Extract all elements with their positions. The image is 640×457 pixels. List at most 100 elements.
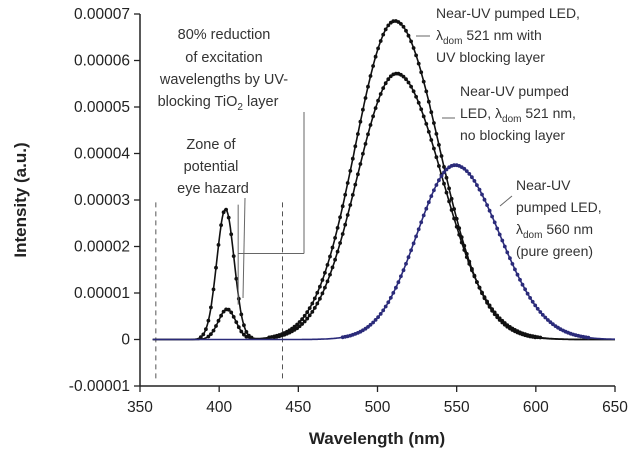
data-point bbox=[338, 215, 342, 220]
data-point bbox=[502, 321, 507, 325]
data-point bbox=[421, 79, 426, 84]
data-point bbox=[409, 84, 413, 89]
data-point bbox=[371, 64, 375, 68]
data-point bbox=[216, 318, 221, 323]
data-point bbox=[219, 223, 224, 228]
data-point bbox=[244, 334, 249, 339]
data-point bbox=[462, 166, 467, 171]
data-point bbox=[378, 312, 383, 316]
data-point bbox=[358, 119, 363, 124]
data-point bbox=[386, 77, 391, 82]
x-tick-label: 550 bbox=[444, 399, 470, 416]
data-point bbox=[434, 132, 439, 136]
data-point bbox=[361, 107, 365, 112]
data-point bbox=[236, 325, 241, 330]
data-point bbox=[538, 310, 543, 314]
data-point bbox=[497, 316, 502, 321]
data-point bbox=[386, 300, 391, 305]
data-point bbox=[300, 317, 304, 321]
data-point bbox=[226, 307, 231, 312]
data-point bbox=[239, 312, 244, 317]
data-point bbox=[224, 207, 229, 212]
data-point bbox=[490, 307, 494, 311]
y-tick-label: 0.00004 bbox=[74, 146, 130, 163]
data-point bbox=[348, 203, 353, 207]
data-point bbox=[315, 301, 320, 306]
data-point bbox=[236, 296, 241, 301]
data-point bbox=[353, 144, 358, 149]
series-layer bbox=[152, 19, 615, 341]
data-point bbox=[401, 268, 406, 273]
y-tick-label: 0.00003 bbox=[74, 192, 130, 209]
data-point bbox=[361, 151, 365, 156]
data-point bbox=[434, 183, 439, 187]
data-point bbox=[442, 170, 446, 175]
data-point bbox=[452, 216, 456, 221]
data-point bbox=[350, 156, 355, 161]
data-point bbox=[368, 322, 373, 327]
data-point bbox=[421, 213, 426, 218]
annotation-eye-hazard-zone: Zone of potential eye hazard bbox=[177, 137, 249, 197]
data-point bbox=[394, 285, 398, 290]
data-point bbox=[312, 306, 317, 310]
data-point bbox=[429, 138, 434, 142]
annotation-led-with-blocking: Near-UV pumped LED, λdom 521 nm with UV … bbox=[436, 5, 584, 65]
data-point bbox=[333, 257, 337, 262]
data-point bbox=[487, 303, 492, 308]
data-point bbox=[439, 174, 444, 178]
data-point bbox=[426, 200, 431, 205]
data-point bbox=[409, 248, 413, 253]
data-point bbox=[495, 313, 500, 318]
data-point bbox=[310, 310, 315, 314]
data-point bbox=[353, 182, 358, 187]
data-point bbox=[378, 39, 383, 43]
data-point bbox=[305, 310, 310, 315]
annotation-led-no-blocking: Near-UV pumped LED, λdom 521 nm, no bloc… bbox=[460, 83, 580, 143]
data-point bbox=[211, 328, 216, 333]
data-point bbox=[343, 192, 348, 197]
data-point bbox=[358, 162, 363, 166]
data-point bbox=[323, 285, 327, 290]
data-point bbox=[201, 332, 206, 337]
data-point bbox=[543, 315, 548, 320]
y-tick-label: 0.00005 bbox=[74, 99, 130, 116]
data-point bbox=[447, 199, 451, 204]
data-point bbox=[209, 332, 213, 336]
data-point bbox=[406, 255, 411, 260]
data-point bbox=[437, 178, 441, 183]
data-point bbox=[234, 320, 239, 324]
data-point bbox=[447, 186, 451, 191]
data-point bbox=[300, 322, 304, 326]
data-point bbox=[219, 313, 224, 318]
data-point bbox=[424, 89, 429, 94]
data-point bbox=[472, 179, 477, 183]
data-point bbox=[421, 114, 426, 119]
data-point bbox=[318, 284, 322, 289]
eye-hazard-zone-lines bbox=[155, 202, 283, 380]
data-point bbox=[330, 245, 335, 250]
data-point bbox=[206, 318, 211, 323]
data-point bbox=[406, 33, 411, 38]
data-point bbox=[325, 263, 330, 267]
data-point bbox=[366, 325, 370, 329]
series-2 bbox=[152, 163, 615, 341]
x-tick-label: 350 bbox=[127, 399, 153, 416]
data-point bbox=[399, 22, 403, 26]
data-point bbox=[320, 291, 325, 296]
data-point bbox=[404, 28, 408, 33]
data-point bbox=[376, 98, 380, 103]
data-point bbox=[391, 291, 396, 295]
data-point bbox=[226, 215, 231, 220]
data-point bbox=[419, 220, 424, 225]
data-point bbox=[229, 310, 234, 315]
annotation-reduction: 80% reduction of excitation wavelengths … bbox=[158, 27, 293, 113]
data-point bbox=[318, 296, 322, 301]
data-point bbox=[231, 254, 236, 258]
data-point bbox=[323, 270, 327, 275]
data-point bbox=[211, 287, 216, 292]
data-point bbox=[432, 121, 436, 125]
data-point bbox=[315, 290, 320, 295]
data-point bbox=[343, 222, 348, 227]
annotation-led-pure-green: Near-UV pumped LED, λdom 560 nm (pure gr… bbox=[516, 177, 606, 259]
data-point bbox=[432, 146, 436, 151]
